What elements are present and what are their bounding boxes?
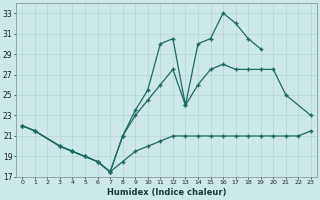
X-axis label: Humidex (Indice chaleur): Humidex (Indice chaleur) bbox=[107, 188, 226, 197]
